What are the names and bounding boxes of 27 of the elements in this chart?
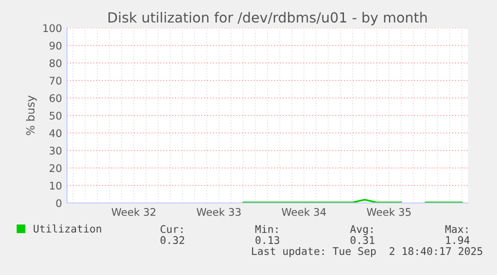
y-tick-label: 70 bbox=[50, 76, 62, 85]
y-tick-label: 100 bbox=[43, 24, 62, 32]
y-tick-label: 40 bbox=[49, 129, 62, 138]
y-tick-label: 80 bbox=[50, 59, 62, 68]
text: 0.31 bbox=[350, 236, 374, 244]
text: Max: bbox=[445, 225, 468, 234]
text: Cur: bbox=[160, 225, 182, 234]
y-tick-label: 10 bbox=[50, 182, 62, 190]
chart-title: Disk utilization for /dev/rdbms/u01 - by month bbox=[108, 12, 427, 26]
x-tick-label: Week 34 bbox=[282, 208, 326, 216]
y-tick-label: 20 bbox=[50, 164, 62, 172]
text: Avg: bbox=[350, 225, 372, 236]
y-tick-label: 60 bbox=[50, 94, 62, 102]
x-tick-label: Week 35 bbox=[366, 208, 411, 216]
x-tick-label: Week 32 bbox=[112, 208, 156, 216]
text: Last update: Tue Sep 2 18:40:17 2025 bbox=[252, 246, 482, 258]
legend-label: Utilization bbox=[34, 224, 102, 233]
text: 0.32 bbox=[160, 236, 184, 244]
y-tick-label: 0 bbox=[56, 199, 62, 208]
y-tick-label: 90 bbox=[50, 42, 62, 50]
x-tick-label: Week 33 bbox=[196, 208, 241, 216]
text: Min: bbox=[255, 224, 278, 233]
text: 0.13 bbox=[256, 236, 280, 244]
y-tick-label: 30 bbox=[50, 146, 62, 155]
y-tick-label: 50 bbox=[50, 112, 62, 120]
y-axis-title: % busy bbox=[26, 96, 37, 136]
text: 1.94 bbox=[446, 236, 470, 244]
